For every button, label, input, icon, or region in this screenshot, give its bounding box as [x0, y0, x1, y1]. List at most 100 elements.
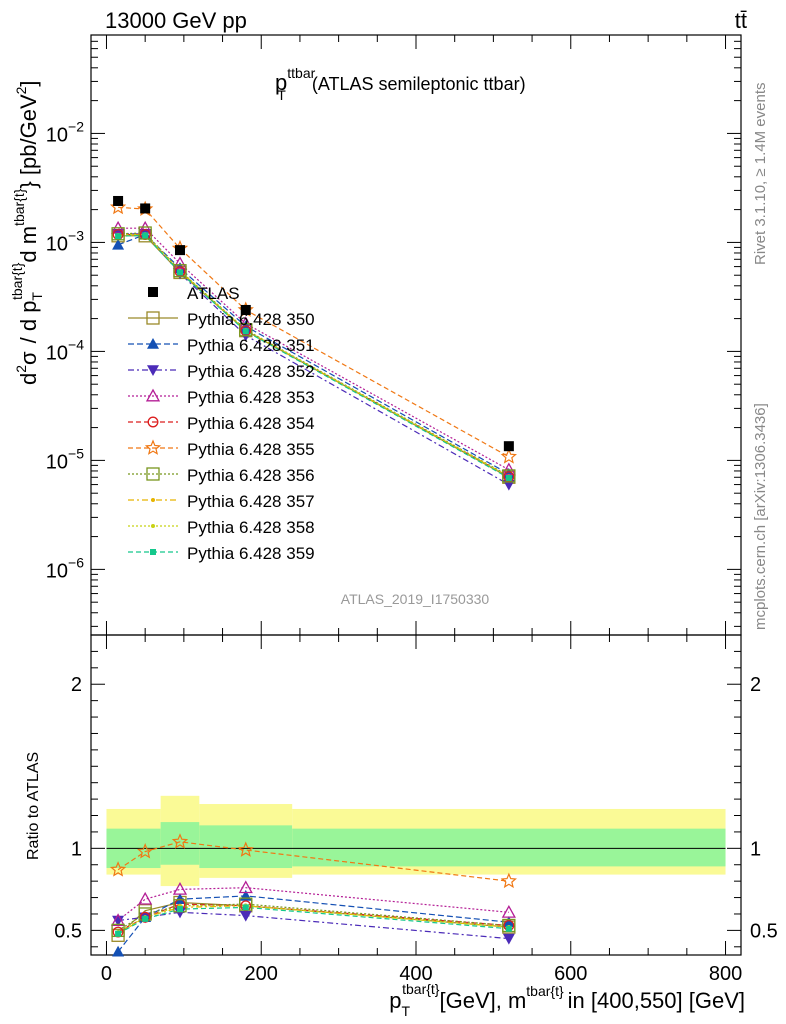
ratio-series-line-3: [117, 887, 509, 921]
ratio-uncertainty-bands: [106, 795, 726, 887]
x-tick-label: 800: [709, 963, 742, 985]
main-point-s9-1: [142, 232, 149, 239]
main-series-line-9: [118, 234, 510, 479]
ratio-point-s9-2: [176, 906, 183, 913]
main-point-s6-1: [138, 226, 152, 240]
ratio-band-inner-2: [199, 825, 293, 869]
collision-energy-label: 13000 GeV pp: [105, 8, 247, 33]
ratio-plot-frame: [90, 634, 742, 956]
legend-label-1: Pythia 6.428 351: [187, 336, 315, 355]
legend-marker-3: [145, 388, 161, 402]
main-point-s5-4: [500, 448, 517, 464]
main-point-s6-2: [173, 264, 187, 278]
x-tick-label: 600: [554, 963, 587, 985]
ratio-point-s1-2: [173, 893, 186, 905]
ratio-point-s2-3: [239, 910, 252, 922]
legend-marker-4: [147, 416, 159, 428]
ratio-series-line-8: [117, 905, 509, 933]
mcplots-source-label: mcplots.cern.ch [arXiv:1306.3436]: [752, 403, 769, 630]
main-point-s9-4: [505, 474, 512, 481]
main-series-line-7: [118, 233, 510, 478]
title-rest: (ATLAS semileptonic ttbar): [312, 74, 526, 94]
ratio-y-tick-label-left: 2: [71, 674, 82, 696]
main-axis-ticks: 10−2 10−3 10−4 10−5 10−6: [46, 34, 741, 635]
ratio-point-s5-1: [137, 843, 154, 859]
x-tick-label: 200: [245, 963, 278, 985]
legend-marker-1: [147, 338, 159, 349]
main-point-s9-2: [176, 269, 183, 276]
ratio-point-s5-2: [171, 833, 189, 849]
legend-marker-7: [151, 498, 155, 502]
rivet-version-label: Rivet 3.1.10, ≥ 1.4M events: [752, 82, 769, 266]
atlas-data-point-2: [174, 245, 185, 256]
main-y-tick-label: 10−6: [46, 554, 84, 582]
ratio-series-markers: [109, 833, 517, 957]
legend-marker-2: [147, 365, 159, 376]
ratio-point-s1-3: [239, 889, 252, 901]
legend-label-atlas: ATLAS: [187, 284, 240, 303]
main-series-markers: [109, 195, 517, 491]
atlas-data-point-1: [140, 203, 151, 214]
legend-label-5: Pythia 6.428 355: [187, 440, 315, 459]
legend-marker-9: [150, 549, 156, 555]
ratio-series-line-5: [117, 841, 509, 882]
legend-marker-0: [146, 311, 160, 325]
title-p: p: [275, 70, 287, 95]
ratio-point-s1-4: [502, 916, 515, 927]
main-point-s9-3: [242, 328, 249, 335]
ratio-point-s3-1: [138, 891, 153, 905]
plot-title: pttbar T (ATLAS semileptonic ttbar): [275, 65, 526, 103]
ratio-axis-ticks: 0 200 400 600 800 0.5 0.5 1 1 2 2: [54, 635, 778, 985]
ratio-point-s9-0: [115, 930, 122, 937]
x-tick-label: 0: [101, 963, 112, 985]
main-point-s6-4: [502, 469, 516, 483]
main-y-tick-label: 10−4: [46, 336, 84, 364]
legend: ATLAS Pythia 6.428 350 Pythia 6.428 351 Pyt…: [128, 284, 315, 563]
ratio-point-s9-3: [242, 904, 249, 911]
svg-text:d2σ/ d pTtbar{t}d mtbar{t}} [p: d2σ/ d pTtbar{t}d mtbar{t}} [pb/GeV2]: [9, 80, 45, 385]
process-label: tt̄: [735, 8, 747, 33]
ratio-point-s4-1: [139, 911, 151, 923]
atlas-data-point-3: [240, 304, 251, 315]
main-point-s1-0: [112, 238, 125, 250]
ratio-y-axis-label: Ratio to ATLAS: [25, 752, 42, 860]
ratio-point-s5-0: [109, 861, 127, 877]
atlas-data-point-0: [113, 195, 124, 206]
atlas-data-point-4: [503, 441, 514, 452]
ratio-point-s3-2: [172, 882, 188, 895]
legend-label-4: Pythia 6.428 354: [187, 414, 315, 433]
main-point-s6-0: [111, 227, 125, 241]
svg-text:Ratio to ATLAS: Ratio to ATLAS: [25, 752, 42, 860]
legend-label-7: Pythia 6.428 357: [187, 492, 315, 511]
x-axis-label: pTtbar{t}[GeV], mtbar{t} in [400,550] [Ge…: [389, 981, 745, 1019]
main-y-tick-label: 10−5: [46, 445, 84, 473]
ratio-band-inner-3: [292, 828, 726, 867]
legend-label-0: Pythia 6.428 350: [187, 310, 315, 329]
main-point-s5-0: [109, 198, 127, 215]
legend-label-3: Pythia 6.428 353: [187, 388, 315, 407]
main-point-s3-2: [172, 256, 188, 269]
analysis-tag: ATLAS_2019_I1750330: [341, 591, 490, 607]
legend-label-6: Pythia 6.428 356: [187, 466, 315, 485]
legend-label-8: Pythia 6.428 358: [187, 518, 315, 537]
ratio-y-tick-label-left: 1: [71, 838, 82, 860]
title-superscript: ttbar: [287, 65, 315, 81]
main-series-line-5: [118, 206, 510, 458]
ratio-y-tick-label-right: 2: [750, 674, 761, 696]
ratio-y-tick-label-left: 0.5: [54, 920, 82, 942]
legend-label-9: Pythia 6.428 359: [187, 544, 315, 563]
ratio-point-s9-1: [142, 915, 149, 922]
ratio-y-tick-label-right: 0.5: [750, 920, 778, 942]
legend-marker-5: [144, 439, 162, 455]
legend-marker-6: [146, 467, 160, 481]
ratio-point-s3-4: [501, 904, 516, 918]
main-point-s6-3: [239, 323, 253, 337]
ratio-y-tick-label-right: 1: [750, 838, 761, 860]
ratio-point-s2-0: [112, 915, 125, 927]
ratio-series-line-6: [117, 903, 509, 931]
main-point-s9-0: [115, 233, 122, 240]
title-subscript: T: [277, 87, 286, 103]
ratio-point-s9-4: [505, 925, 512, 932]
ratio-point-s3-3: [238, 880, 253, 894]
